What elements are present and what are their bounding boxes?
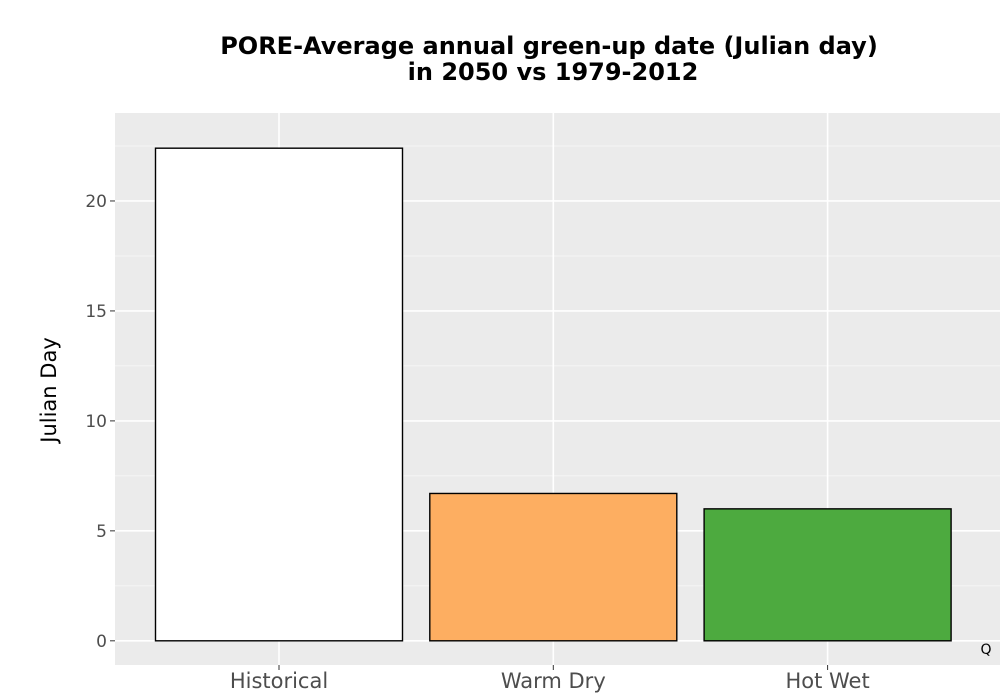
y-tick-label: 20 <box>85 192 107 212</box>
x-axis: Historical Warm Dry Hot Wet <box>230 665 870 693</box>
bar-historical <box>154 147 404 642</box>
y-axis: 0 5 10 15 20 <box>85 192 115 652</box>
y-tick-label: 5 <box>96 522 107 542</box>
y-tick-label: 15 <box>85 302 107 322</box>
bar-series <box>154 147 952 642</box>
bar-warm-dry <box>429 492 678 642</box>
corner-label: Q <box>980 642 991 658</box>
y-tick-label: 10 <box>85 412 107 432</box>
x-tick-label: Warm Dry <box>501 669 606 693</box>
chart-title: PORE-Average annual green-up date (Julia… <box>220 32 878 60</box>
x-tick-label: Hot Wet <box>785 669 869 693</box>
y-axis-title: Julian Day <box>37 337 61 445</box>
chart-subtitle: in 2050 vs 1979-2012 <box>408 58 699 86</box>
x-tick-label: Historical <box>230 669 328 693</box>
y-tick-label: 0 <box>96 632 107 652</box>
bar-hot-wet <box>703 508 952 642</box>
